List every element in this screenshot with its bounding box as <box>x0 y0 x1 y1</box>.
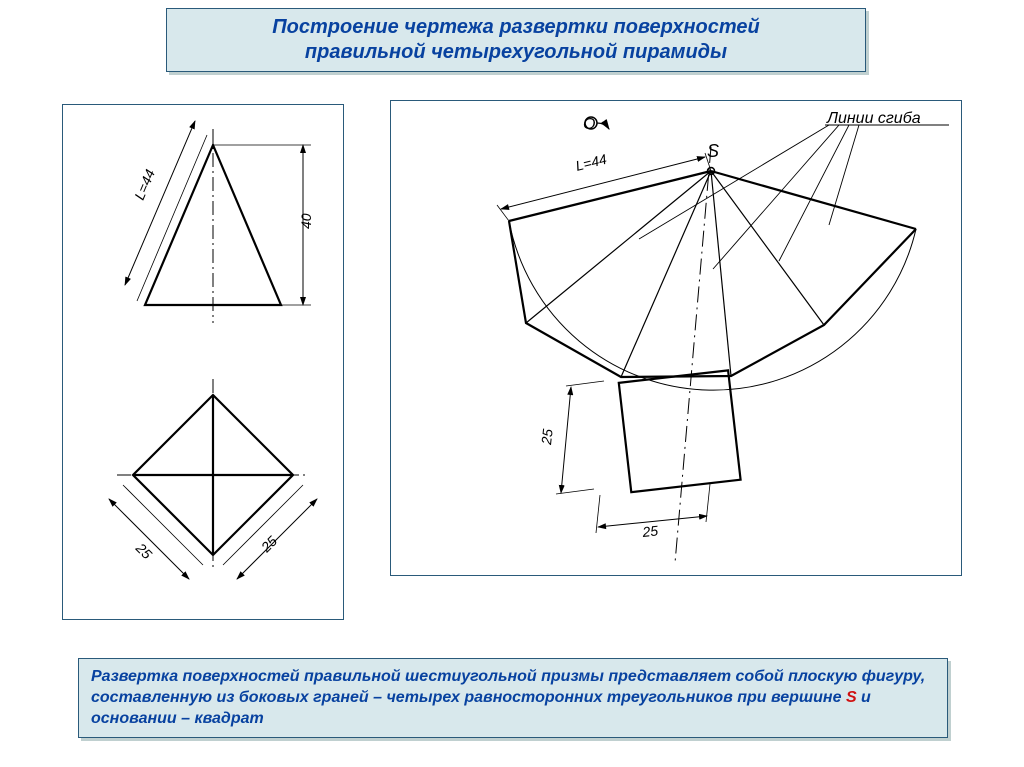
rotation-symbol: О <box>583 116 609 133</box>
title-line1: Построение чертежа развертки поверхносте… <box>175 15 857 40</box>
square-dim-left: 25 <box>538 381 604 494</box>
height-dim-label: 40 <box>298 213 314 229</box>
slant-dim: L=44 <box>497 151 711 221</box>
plan-dim-right: 25 <box>257 533 280 556</box>
pyramid-elevation: L=44 40 <box>125 121 314 323</box>
footer-text: Развертка поверхностей правильной шестиу… <box>91 667 935 729</box>
fold-callout-leaders <box>639 125 859 269</box>
right-drawing-svg: О Линии сгиба S <box>391 101 961 575</box>
base-plan: 25 25 <box>109 379 317 579</box>
axis-line <box>675 147 711 563</box>
title-line2: правильной четырехугольной пирамиды <box>175 40 857 65</box>
footer-s: S <box>846 689 857 706</box>
square-dim-bottom: 25 <box>596 484 710 540</box>
right-drawing-panel: О Линии сгиба S <box>390 100 962 576</box>
slant-dim-label-right: L=44 <box>574 151 609 174</box>
development-fan <box>509 171 916 390</box>
apex-label: S <box>707 141 719 161</box>
left-drawing-svg: L=44 40 25 25 <box>63 105 343 619</box>
footer-pre: Развертка поверхностей правильной шестиу… <box>91 668 925 706</box>
square-dim-bottom-label: 25 <box>641 522 659 540</box>
title-box: Построение чертежа развертки поверхносте… <box>166 8 866 72</box>
rotation-label: О <box>583 116 595 133</box>
square-dim-left-label: 25 <box>538 428 556 446</box>
attached-square <box>619 370 741 492</box>
slant-dim-label: L=44 <box>131 167 158 202</box>
footer-box: Развертка поверхностей правильной шестиу… <box>78 658 948 738</box>
left-drawing-panel: L=44 40 25 25 <box>62 104 344 620</box>
fold-lines-label: Линии сгиба <box>826 110 921 127</box>
